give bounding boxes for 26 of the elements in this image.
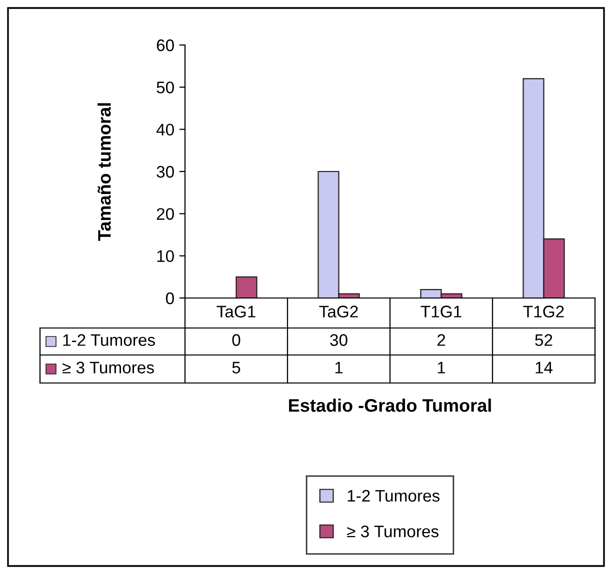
- data-label: 52: [535, 334, 552, 346]
- x-axis-title: Estadio -Grado Tumoral: [289, 398, 491, 412]
- x-tick-label: T1G2: [523, 306, 564, 318]
- legend-label: 1-2 Tumores: [63, 334, 155, 346]
- data-label: 5: [232, 362, 240, 374]
- x-tick-label: TaG2: [319, 306, 358, 318]
- legend-label: ≥ 3 Tumores: [62, 362, 154, 374]
- x-tick-label: TaG1: [216, 306, 256, 318]
- bar: [236, 276, 258, 298]
- y-tick-label: 30: [156, 166, 174, 178]
- y-tick-label: 60: [156, 39, 174, 52]
- text: 1-2 Tumores: [348, 490, 440, 502]
- data-label: 30: [330, 334, 348, 346]
- y-tick-label: 40: [156, 124, 174, 136]
- y-tick-label: 0: [166, 292, 174, 304]
- x-tick-label: T1G1: [420, 306, 462, 318]
- y-axis-title: Tamaño tumoral: [98, 103, 111, 241]
- data-label: 14: [536, 362, 553, 374]
- data-label: 2: [437, 334, 446, 346]
- y-tick-label: 50: [156, 82, 174, 94]
- text: ≥ 3 Tumores: [347, 526, 438, 538]
- y-tick-label: 20: [156, 208, 174, 220]
- data-label: 0: [232, 334, 240, 346]
- data-label: 1: [438, 362, 446, 374]
- y-tick-label: 10: [157, 250, 174, 262]
- data-label: 1: [335, 362, 343, 374]
